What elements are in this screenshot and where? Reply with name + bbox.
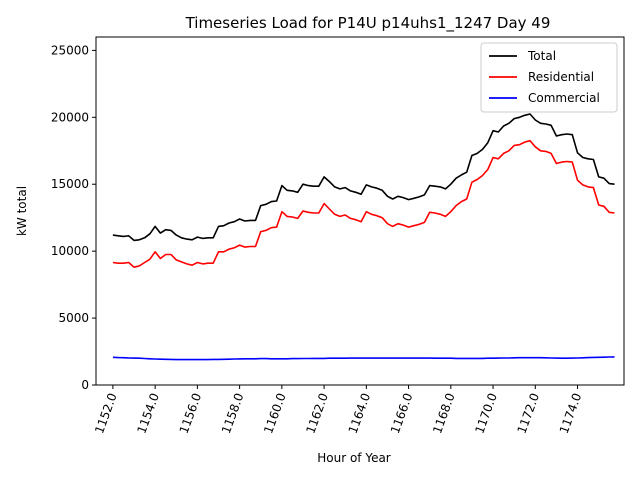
chart-title: Timeseries Load for P14U p14uhs1_1247 Da… — [185, 14, 551, 33]
series-line-residential — [112, 139, 615, 269]
y-tick-label: 25000 — [51, 43, 89, 57]
y-tick-label: 15000 — [51, 177, 89, 191]
y-tick-label: 10000 — [51, 244, 89, 258]
y-tick-label: 0 — [81, 378, 89, 392]
legend-box — [480, 42, 618, 113]
plot-area — [112, 113, 615, 361]
y-tick-label: 20000 — [51, 110, 89, 124]
legend-label-total: Total — [527, 49, 556, 63]
y-tick-label: 5000 — [58, 311, 89, 325]
legend-label-commercial: Commercial — [528, 91, 600, 105]
legend: Total Residential Commercial — [480, 42, 618, 113]
y-axis: 0 5000 10000 15000 20000 25000 — [51, 43, 96, 392]
series-line-commercial — [112, 356, 615, 361]
legend-label-residential: Residential — [528, 70, 594, 84]
axes-frame — [95, 36, 625, 386]
y-axis-label: kW total — [15, 186, 29, 236]
series-line-total — [112, 113, 615, 242]
x-axis-label: Hour of Year — [317, 451, 391, 465]
